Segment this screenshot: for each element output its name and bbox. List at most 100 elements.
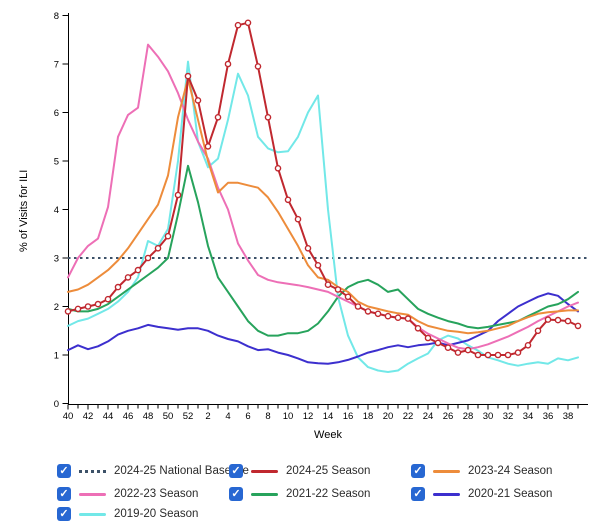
legend-item-2021-22-season[interactable]: ✓ 2021-22 Season <box>229 486 370 502</box>
data-point-2024-25-season <box>204 143 212 150</box>
data-point-2024-25-season <box>534 327 542 335</box>
legend-swatch-2023-24-season <box>433 469 460 473</box>
data-point-2024-25-season <box>134 266 142 274</box>
data-point-2024-25-season <box>314 261 322 269</box>
x-tick-label: 18 <box>363 411 374 422</box>
legend-item-2023-24-season[interactable]: ✓ 2023-24 Season <box>411 463 552 479</box>
data-point-2024-25-season <box>194 97 202 104</box>
data-point-2024-25-season <box>504 351 512 359</box>
x-tick-label: 30 <box>483 411 494 422</box>
x-tick-label: 46 <box>123 411 134 422</box>
data-point-2024-25-season <box>404 315 412 322</box>
legend-label-2024-25-season: 2024-25 Season <box>286 465 371 477</box>
x-tick-label: 32 <box>503 411 514 422</box>
legend-item-2019-20-season[interactable]: ✓ 2019-20 Season <box>57 506 198 522</box>
legend-swatch-2021-22-season <box>251 492 278 496</box>
legend-swatch-2024-25-national-baseline <box>79 469 106 473</box>
data-point-2024-25-season <box>524 341 532 349</box>
data-point-2024-25-season <box>434 339 442 347</box>
data-point-2024-25-season <box>154 244 162 252</box>
legend-label-2021-22-season: 2021-22 Season <box>286 488 371 500</box>
x-tick-label: 36 <box>543 411 554 422</box>
data-point-2024-25-season <box>424 334 432 342</box>
data-point-2024-25-season <box>294 215 302 223</box>
x-tick-label: 8 <box>265 411 270 422</box>
series-line-2022-23-season <box>67 43 579 351</box>
data-point-2024-25-season <box>464 346 472 354</box>
data-point-2024-25-season <box>284 196 292 204</box>
data-point-2024-25-season <box>544 316 552 323</box>
x-tick-label: 52 <box>183 411 194 422</box>
data-point-2024-25-season <box>364 308 372 315</box>
legend-checkbox-2019-20-season[interactable]: ✓ <box>57 507 71 521</box>
data-point-2024-25-season <box>564 317 572 325</box>
y-tick-label: 7 <box>54 60 59 71</box>
data-point-2024-25-season <box>514 349 522 356</box>
legend-swatch-2022-23-season <box>79 492 106 496</box>
legend-swatch-2019-20-season <box>79 512 106 516</box>
legend-item-2020-21-season[interactable]: ✓ 2020-21 Season <box>411 486 552 502</box>
legend-swatch-2020-21-season <box>433 492 460 496</box>
legend-label-2022-23-season: 2022-23 Season <box>114 488 199 500</box>
legend-item-2024-25-season[interactable]: ✓ 2024-25 Season <box>229 463 370 479</box>
x-tick-label: 16 <box>343 411 354 422</box>
data-point-2024-25-season <box>234 21 242 29</box>
y-axis-title: % of Visits for ILI <box>18 169 30 253</box>
data-point-2024-25-season <box>104 295 112 303</box>
data-point-2024-25-season <box>214 114 222 121</box>
x-tick-label: 14 <box>323 411 334 422</box>
legend-label-2020-21-season: 2020-21 Season <box>468 488 553 500</box>
data-point-2024-25-season <box>164 232 172 240</box>
data-point-2024-25-season <box>304 244 312 252</box>
data-point-2024-25-season <box>384 312 392 320</box>
x-tick-label: 12 <box>303 411 314 422</box>
legend-swatch-2024-25-season <box>251 469 278 473</box>
data-point-2024-25-season <box>454 349 462 356</box>
data-point-2024-25-season <box>144 254 152 262</box>
legend-label-2019-20-season: 2019-20 Season <box>114 508 199 520</box>
y-tick-label: 3 <box>54 254 59 265</box>
legend-item-2024-25-national-baseline[interactable]: ✓ 2024-25 National Baseline <box>57 463 249 479</box>
data-point-2024-25-season <box>344 293 352 301</box>
x-tick-label: 6 <box>245 411 250 422</box>
data-point-2024-25-season <box>474 351 482 359</box>
data-point-2024-25-season <box>224 60 232 68</box>
x-tick-label: 50 <box>163 411 174 422</box>
data-point-2024-25-season <box>414 324 422 332</box>
y-tick-label: 8 <box>54 11 59 22</box>
legend-checkbox-2023-24-season[interactable]: ✓ <box>411 464 425 478</box>
legend-item-2022-23-season[interactable]: ✓ 2022-23 Season <box>57 486 198 502</box>
legend-checkbox-2024-25-season[interactable]: ✓ <box>229 464 243 478</box>
x-tick-label: 2 <box>205 411 210 422</box>
data-point-2024-25-season <box>354 303 362 310</box>
y-tick-label: 5 <box>54 157 59 168</box>
legend-checkbox-2024-25-national-baseline[interactable]: ✓ <box>57 464 71 478</box>
series-line-2020-21-season <box>67 292 579 365</box>
series-line-2023-24-season <box>67 77 579 335</box>
y-tick-label: 4 <box>54 205 59 216</box>
data-point-2024-25-season <box>254 63 262 70</box>
data-point-2024-25-season <box>94 300 102 308</box>
y-tick-label: 1 <box>54 351 59 362</box>
data-point-2024-25-season <box>74 305 82 313</box>
data-point-2024-25-season <box>124 274 132 281</box>
data-point-2024-25-season <box>324 281 332 289</box>
data-point-2024-25-season <box>554 316 562 324</box>
legend-label-2024-25-national-baseline: 2024-25 National Baseline <box>114 465 249 477</box>
data-point-2024-25-season <box>494 351 502 359</box>
legend-checkbox-2021-22-season[interactable]: ✓ <box>229 487 243 501</box>
legend-checkbox-2020-21-season[interactable]: ✓ <box>411 487 425 501</box>
series-line-2024-25-season <box>67 21 579 356</box>
data-point-2024-25-season <box>64 308 72 315</box>
data-point-2024-25-season <box>174 191 182 199</box>
legend-checkbox-2022-23-season[interactable]: ✓ <box>57 487 71 501</box>
series-line-2021-22-season <box>67 164 579 337</box>
x-tick-label: 24 <box>423 411 434 422</box>
y-tick-label: 6 <box>54 108 59 119</box>
data-point-2024-25-season <box>374 310 382 318</box>
data-point-2024-25-season <box>274 164 282 172</box>
data-point-2024-25-season <box>264 114 272 121</box>
x-tick-label: 38 <box>563 411 574 422</box>
